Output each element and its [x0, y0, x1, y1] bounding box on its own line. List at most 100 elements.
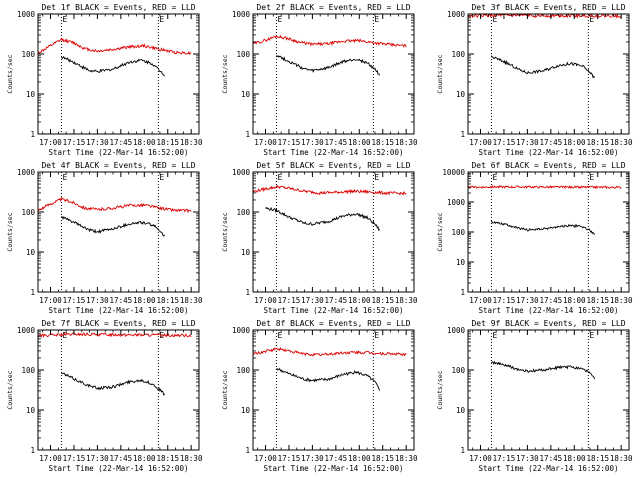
x-tick-label: 18:15: [371, 296, 394, 305]
plot-frame: [467, 13, 630, 135]
x-tick-label: 17:15: [278, 296, 301, 305]
x-tick-label: 17:45: [540, 296, 563, 305]
x-tick-label: 18:30: [395, 296, 418, 305]
chart-title: Det 9f BLACK = Events, RED = LLD: [471, 319, 625, 328]
event-marker-label: E: [159, 331, 164, 340]
x-tick-label: 17:45: [325, 296, 348, 305]
chart-panel-3: Det 3f BLACK = Events, RED = LLD E E 1 10 100…: [436, 3, 633, 157]
x-tick-label: 18:00: [563, 138, 586, 147]
event-marker-label: E: [277, 15, 282, 24]
x-tick-label: 18:30: [610, 296, 633, 305]
x-tick-label: 17:45: [540, 454, 563, 463]
x-tick-label: 18:15: [156, 454, 179, 463]
chart-panel-5: Det 5f BLACK = Events, RED = LLD E E 1 10 100…: [221, 161, 418, 315]
y-tick-label: 1000: [232, 168, 251, 177]
y-tick-label: 10: [456, 406, 466, 415]
x-tick-label: 17:30: [301, 454, 324, 463]
x-tick-label: 18:30: [610, 454, 633, 463]
y-tick-label: 100: [236, 50, 250, 59]
y-tick-label: 10: [26, 248, 36, 257]
event-marker-label: E: [374, 173, 379, 182]
series-line-events: [276, 55, 380, 76]
series-line-lld: [37, 37, 192, 56]
series-line-events: [276, 367, 381, 391]
y-axis-label: Counts/sec: [6, 212, 14, 251]
series-line-events: [490, 55, 595, 79]
x-tick-label: 18:15: [156, 138, 179, 147]
y-axis-label: Counts/sec: [436, 212, 444, 251]
series-line-events: [60, 56, 165, 77]
y-tick-label: 1: [30, 130, 35, 139]
x-tick-label: 18:30: [180, 454, 203, 463]
x-tick-label: 17:00: [254, 454, 277, 463]
x-axis-label: Start Time (22-Mar-14 16:52:00): [264, 464, 404, 473]
series-line-lld: [252, 34, 407, 48]
event-marker-label: E: [62, 15, 67, 24]
x-axis-label: Start Time (22-Mar-14 16:52:00): [264, 148, 404, 157]
y-tick-label: 10: [241, 406, 251, 415]
x-tick-label: 17:45: [325, 454, 348, 463]
y-tick-label: 100: [236, 366, 250, 375]
plot-frame: [37, 329, 200, 451]
y-tick-label: 10: [241, 90, 251, 99]
x-tick-label: 18:30: [610, 138, 633, 147]
y-tick-label: 100: [21, 208, 35, 217]
event-marker-label: E: [492, 331, 497, 340]
y-tick-label: 10: [456, 258, 466, 267]
y-tick-label: 100: [236, 208, 250, 217]
event-marker-label: E: [492, 173, 497, 182]
plot-frame: [467, 171, 630, 293]
plot-frame: [252, 329, 415, 451]
y-tick-label: 10: [456, 90, 466, 99]
plot-frame: [252, 13, 415, 135]
chart-panel-4: Det 4f BLACK = Events, RED = LLD E E 1 10 100…: [6, 161, 203, 315]
series-line-lld: [467, 12, 622, 19]
x-tick-label: 18:15: [371, 454, 394, 463]
x-axis-label: Start Time (22-Mar-14 16:52:00): [49, 464, 189, 473]
series-line-lld: [467, 184, 622, 190]
series-line-events: [265, 206, 380, 232]
x-axis-label: Start Time (22-Mar-14 16:52:00): [479, 464, 619, 473]
x-tick-label: 17:15: [63, 138, 86, 147]
x-axis-label: Start Time (22-Mar-14 16:52:00): [264, 306, 404, 315]
x-tick-label: 17:00: [39, 138, 62, 147]
series-line-lld: [37, 332, 192, 339]
chart-panel-8: Det 8f BLACK = Events, RED = LLD E E 1 10 100…: [221, 319, 418, 473]
y-tick-label: 100: [451, 366, 465, 375]
x-tick-label: 17:30: [516, 454, 539, 463]
x-tick-label: 18:30: [395, 138, 418, 147]
chart-panel-7: Det 7f BLACK = Events, RED = LLD E E 1 10 100…: [6, 319, 203, 473]
plot-frame: [252, 171, 415, 293]
x-tick-label: 18:15: [586, 138, 609, 147]
y-tick-label: 1: [30, 446, 35, 455]
x-tick-label: 18:00: [133, 138, 156, 147]
y-tick-label: 1000: [17, 10, 36, 19]
x-tick-label: 17:15: [63, 454, 86, 463]
x-tick-label: 17:30: [516, 138, 539, 147]
y-tick-label: 1: [30, 288, 35, 297]
y-tick-label: 1: [460, 130, 465, 139]
x-tick-label: 18:15: [156, 296, 179, 305]
x-tick-label: 17:15: [493, 138, 516, 147]
y-tick-label: 10000: [442, 168, 465, 177]
series-line-lld: [37, 196, 192, 214]
x-tick-label: 18:00: [348, 296, 371, 305]
y-tick-label: 1: [245, 288, 250, 297]
event-marker-label: E: [374, 15, 379, 24]
chart-title: Det 3f BLACK = Events, RED = LLD: [471, 3, 625, 12]
x-tick-label: 17:15: [278, 138, 301, 147]
chart-panel-1: Det 1f BLACK = Events, RED = LLD E E 1 10 100…: [6, 3, 203, 157]
series-line-lld: [252, 184, 407, 196]
y-tick-label: 100: [21, 366, 35, 375]
x-tick-label: 18:15: [586, 296, 609, 305]
y-tick-label: 100: [451, 50, 465, 59]
x-tick-label: 17:45: [540, 138, 563, 147]
event-marker-label: E: [277, 173, 282, 182]
y-tick-label: 1000: [232, 10, 251, 19]
y-tick-label: 1: [245, 130, 250, 139]
x-tick-label: 17:45: [110, 296, 133, 305]
x-tick-label: 18:15: [586, 454, 609, 463]
x-tick-label: 18:15: [371, 138, 394, 147]
chart-panel-9: Det 9f BLACK = Events, RED = LLD E E 1 10 100…: [436, 319, 633, 473]
